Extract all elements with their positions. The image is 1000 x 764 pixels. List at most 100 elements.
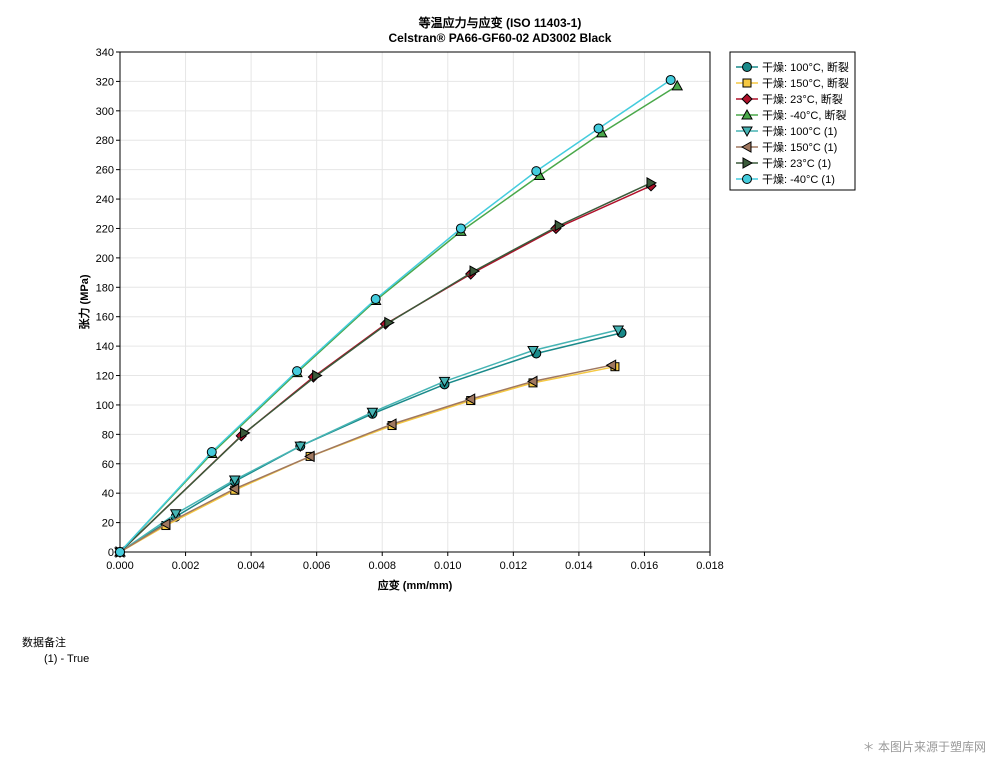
series-8 [115,74,676,557]
legend-marker [741,108,753,120]
data-point [159,518,171,530]
legend-marker [742,78,752,88]
legend-marker [742,174,752,184]
y-tick-label: 60 [102,459,114,471]
notes-title: 数据备注 [22,637,66,649]
y-tick-label: 140 [96,341,114,353]
series-group [113,74,684,559]
x-tick-label: 0.012 [500,560,528,572]
data-point [554,219,566,232]
x-tick-label: 0.008 [368,560,396,572]
data-point [206,447,217,457]
y-tick-label: 300 [96,106,114,118]
legend-label: 干燥: 23°C, 断裂 [762,92,843,106]
chart-subtitle: Celstran® PA66-GF60-02 AD3002 Black [389,31,612,45]
x-tick-label: 0.016 [631,560,659,572]
y-tick-label: 340 [96,47,114,59]
data-point [228,482,240,495]
x-axis-label: 应变 (mm/mm) [378,578,453,592]
data-point [370,294,381,305]
legend-item: 干燥: -40°C, 断裂 [736,108,846,122]
y-tick-label: 280 [96,135,114,147]
legend-item: 干燥: 23°C, 断裂 [736,92,843,106]
legend-marker [741,126,753,138]
series-5 [114,325,625,559]
legend-label: 干燥: 100°C (1) [762,125,837,138]
data-point [228,475,241,486]
legend-item: 干燥: 100°C, 断裂 [736,60,849,74]
x-tick-label: 0.000 [106,560,134,572]
data-point [366,407,379,419]
data-point [612,325,625,336]
legend-label: 干燥: 23°C (1) [762,157,831,170]
x-tick-label: 0.004 [237,560,265,572]
data-point [384,316,395,329]
notes-item: (1) - True [44,653,90,665]
data-point [312,369,323,382]
grid [119,51,711,553]
legend-item: 干燥: 150°C, 断裂 [736,76,849,90]
legend-label: 干燥: 100°C, 断裂 [762,60,849,74]
y-tick-label: 100 [96,400,114,412]
data-point [593,123,604,134]
series-line [119,329,619,553]
y-tick-label: 200 [96,253,114,265]
x-tick-label: 0.018 [696,560,724,572]
y-tick-label: 320 [96,76,114,88]
y-tick-label: 220 [96,223,114,235]
data-point [455,223,466,234]
axes: 0.000 0.002 0.004 0.006 0.008 0.010 0.012 0.014… [96,47,724,572]
data-point [115,547,125,557]
data-point [526,375,538,388]
data-point [464,393,476,405]
data-point [240,427,251,439]
plot-frame [119,51,711,553]
data-point [605,359,617,372]
y-tick-label: 160 [96,312,114,324]
data-point [386,418,397,430]
y-tick-label: 240 [96,194,114,206]
data-point [438,376,451,388]
legend-marker [741,93,753,105]
data-point [646,177,658,189]
x-tick-label: 0.010 [434,560,462,572]
legend-item: 干燥: 100°C (1) [736,125,837,138]
data-point [665,74,676,85]
legend-label: 干燥: -40°C (1) [762,173,835,186]
data-point [531,166,542,177]
legend-label: 干燥: 150°C, 断裂 [762,76,849,90]
legend-label: 干燥: 150°C (1) [762,141,837,154]
legend-box [729,51,856,191]
plot-area [120,52,710,552]
y-tick-label: 180 [96,282,114,294]
chart-title: 等温应力与应变 (ISO 11403-1) [418,15,582,30]
watermark: ＊ 本图片来源于塑库网 [862,740,986,754]
legend-marker [742,62,752,72]
y-tick-label: 80 [102,429,114,441]
data-point [671,79,684,91]
x-tick-label: 0.002 [172,560,200,572]
y-tick-label: 260 [96,165,114,177]
legend-label: 干燥: -40°C, 断裂 [762,108,846,122]
data-point [292,366,302,377]
data-point [169,509,182,520]
x-tick-label: 0.014 [565,560,593,572]
y-axis-label: 张力 (MPa) [77,274,91,329]
y-tick-label: 0 [108,547,114,559]
data-notes: 数据备注 (1) - True [22,634,89,665]
legend-marker [742,157,754,169]
data-point [527,346,539,357]
data-point [469,265,481,277]
legend-item: 干燥: 23°C (1) [736,157,831,170]
series-line [119,85,678,553]
y-tick-label: 120 [96,371,114,383]
y-tick-label: 20 [102,518,114,530]
legend-item: 干燥: -40°C (1) [736,173,835,186]
series-line [119,364,612,553]
legend-marker [740,141,752,153]
legend-item: 干燥: 150°C (1) [736,141,837,154]
series-line [119,79,672,553]
data-point [294,441,307,453]
